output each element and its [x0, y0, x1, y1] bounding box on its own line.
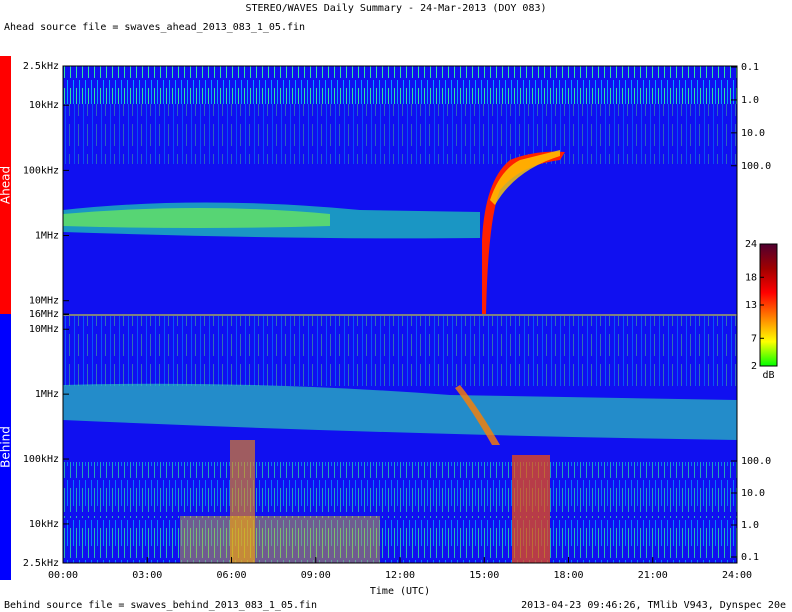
x-tick-label: 24:00	[722, 570, 752, 581]
panel-label: Behind	[0, 426, 13, 468]
y-tick-label: 10MHz	[29, 324, 59, 335]
y2-tick-label: 1.0	[741, 95, 759, 106]
y2-tick-label: 10.0	[741, 128, 765, 139]
colorbar-tick-label: 13	[745, 300, 757, 311]
x-tick-label: 09:00	[301, 570, 331, 581]
y-tick-label: 10kHz	[29, 519, 59, 530]
y2-tick-label: 1.0	[741, 520, 759, 531]
y-tick-label: 1MHz	[35, 389, 59, 400]
x-tick-label: 06:00	[216, 570, 246, 581]
y2-tick-label: 10.0	[741, 488, 765, 499]
y-tick-label: 10kHz	[29, 100, 59, 111]
panel-side-bar	[0, 56, 11, 314]
y-tick-label: 2.5kHz	[23, 61, 59, 72]
spectrogram-ahead	[63, 66, 737, 314]
colorbar-tick-label: 2	[751, 361, 757, 372]
y2-tick-label: 100.0	[741, 161, 771, 172]
x-tick-label: 21:00	[638, 570, 668, 581]
panel-side-bar	[0, 314, 11, 580]
colorbar-label: dB	[762, 370, 774, 381]
x-tick-label: 03:00	[132, 570, 162, 581]
x-tick-label: 18:00	[553, 570, 583, 581]
y-tick-label: 1MHz	[35, 231, 59, 242]
y-tick-label: 100kHz	[23, 454, 59, 465]
y-tick-label: 16MHz	[29, 309, 59, 320]
x-tick-label: 15:00	[469, 570, 499, 581]
title: STEREO/WAVES Daily Summary - 24-Mar-2013…	[245, 3, 546, 14]
x-axis-label: Time (UTC)	[370, 586, 430, 597]
colorbar-tick-label: 18	[745, 272, 757, 283]
x-tick-label: 12:00	[385, 570, 415, 581]
y2-tick-label: 100.0	[741, 456, 771, 467]
y2-tick-label: 0.1	[741, 552, 759, 563]
y-tick-label: 100kHz	[23, 165, 59, 176]
colorbar-tick-label: 24	[745, 239, 757, 250]
colorbar-tick-label: 7	[751, 333, 757, 344]
spectrogram-behind	[63, 316, 737, 563]
behind-file: Behind source file = swaves_behind_2013_…	[4, 600, 317, 611]
footer: 2013-04-23 09:46:26, TMlib V943, Dynspec…	[521, 600, 786, 611]
y-tick-label: 2.5kHz	[23, 558, 59, 569]
y2-tick-label: 0.1	[741, 62, 759, 73]
panel-label: Ahead	[0, 166, 13, 204]
y-tick-label: 10MHz	[29, 296, 59, 307]
x-tick-label: 00:00	[48, 570, 78, 581]
ahead-file: Ahead source file = swaves_ahead_2013_08…	[4, 22, 305, 33]
